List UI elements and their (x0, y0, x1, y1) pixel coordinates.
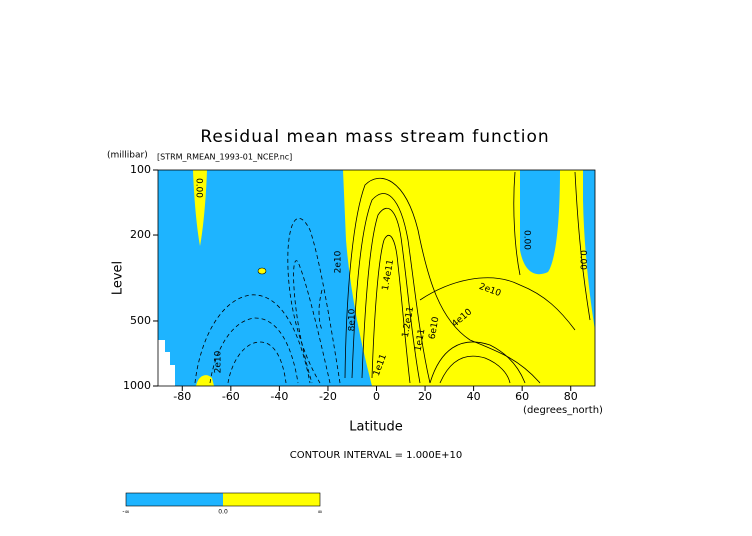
contour-line (194, 294, 311, 384)
positive-region (193, 170, 207, 246)
contour-label: 2e10 (214, 350, 224, 373)
negative-region (583, 170, 595, 330)
x-tick-label: -80 (173, 390, 191, 403)
contour-label: 0.00 (522, 230, 532, 250)
contour-line (293, 260, 331, 384)
colorbar: -∞ 0.0 ∞ (122, 492, 323, 516)
missing-region (158, 340, 175, 386)
contour-label: 0.00 (194, 178, 204, 198)
contour-field (158, 170, 595, 386)
contour-line (287, 218, 341, 384)
y-unit: (millibar) (107, 151, 148, 161)
colorbar-label: ∞ (318, 509, 323, 516)
x-axis-title: Latitude (349, 420, 403, 435)
contour-line (351, 193, 431, 384)
contour-line (209, 317, 299, 384)
contour-line (419, 277, 576, 331)
subtitle: [STRM_RMEAN_1993-01_NCEP.nc] (157, 153, 292, 162)
chart-title: Residual mean mass stream function (200, 127, 549, 147)
colorbar-positive (223, 493, 320, 506)
y-axis-title: Level (111, 261, 126, 295)
x-tick-label: -20 (319, 390, 337, 403)
contour-line (361, 207, 421, 384)
negative-region (520, 170, 560, 275)
colorbar-frame (125, 492, 321, 507)
contour-line (439, 355, 511, 384)
colorbar-negative (126, 493, 223, 506)
contour-label: 8e10 (348, 308, 358, 331)
y-tick-label: 1000 (123, 379, 151, 392)
contour-label: 6e10 (428, 316, 442, 340)
x-unit: (degrees_north) (523, 405, 603, 416)
x-tick-label: -40 (270, 390, 288, 403)
contour-line (574, 171, 591, 321)
x-tick-label: 40 (467, 390, 481, 403)
positive-region (257, 267, 267, 275)
x-tick-label: 80 (564, 390, 578, 403)
colorbar-label: 0.0 (218, 509, 228, 516)
contour-line (318, 289, 323, 331)
y-tick-label: 200 (130, 228, 151, 241)
contour-line (513, 171, 521, 276)
x-tick-label: 0 (373, 390, 380, 403)
x-tick-label: 60 (515, 390, 529, 403)
contour-lines (194, 171, 591, 384)
y-tick-label: 500 (130, 314, 151, 327)
x-tick-label: 20 (418, 390, 432, 403)
contour-label: 2e10 (334, 250, 344, 273)
contour-line (371, 234, 411, 384)
contour-interval: CONTOUR INTERVAL = 1.000E+10 (290, 450, 462, 461)
contour-label: 0.00 (578, 250, 588, 270)
contour-label: 1e11 (414, 328, 428, 352)
x-tick-label: -60 (222, 390, 240, 403)
colorbar-label: -∞ (122, 509, 129, 516)
positive-region (196, 375, 214, 386)
contour-line (344, 177, 541, 384)
y-tick-label: 100 (130, 163, 151, 176)
contour-line (429, 341, 526, 384)
